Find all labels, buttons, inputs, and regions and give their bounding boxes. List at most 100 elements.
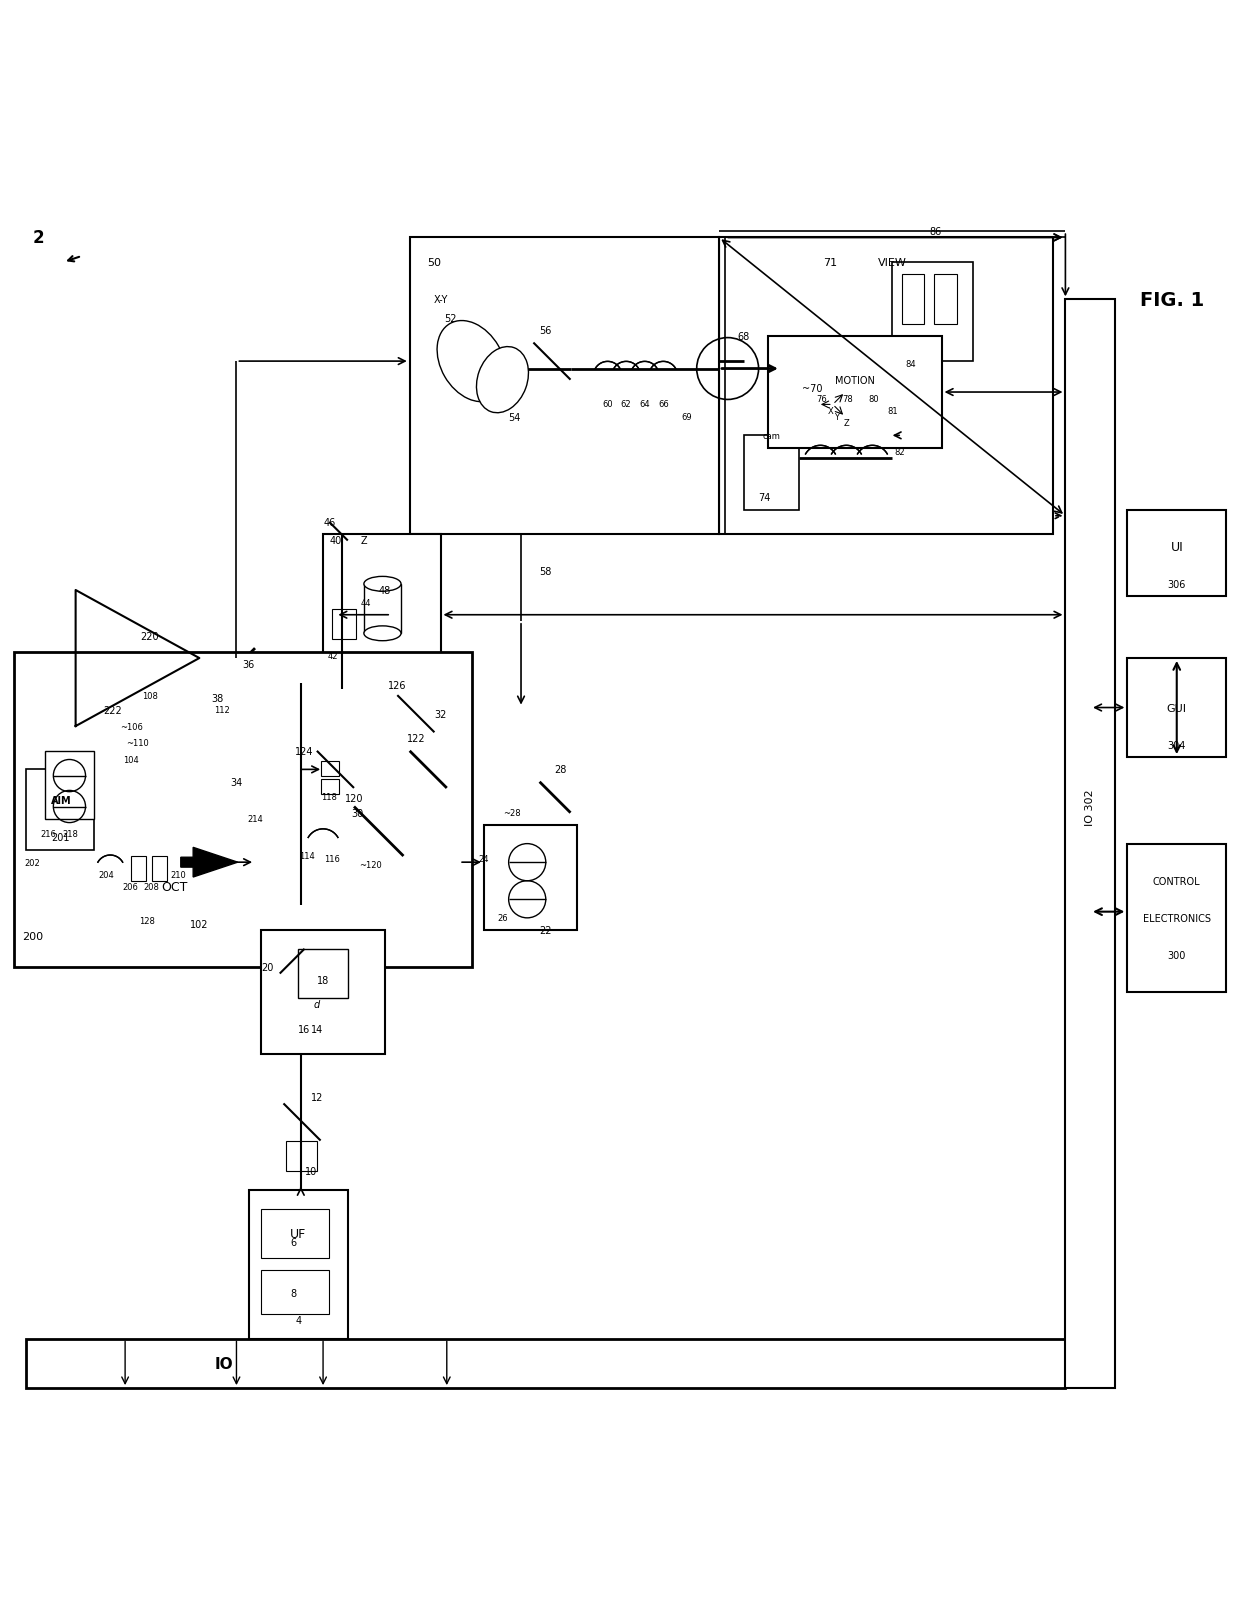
FancyBboxPatch shape bbox=[332, 608, 356, 641]
Text: 69: 69 bbox=[682, 413, 692, 421]
Text: MOTION: MOTION bbox=[835, 376, 875, 386]
Text: 18: 18 bbox=[317, 975, 329, 985]
Text: 201: 201 bbox=[52, 833, 69, 843]
Text: 222: 222 bbox=[103, 705, 122, 715]
FancyBboxPatch shape bbox=[321, 780, 340, 794]
FancyBboxPatch shape bbox=[131, 857, 146, 881]
Text: 120: 120 bbox=[345, 794, 363, 804]
Text: Z: Z bbox=[843, 420, 849, 428]
FancyBboxPatch shape bbox=[14, 652, 471, 968]
FancyBboxPatch shape bbox=[1065, 300, 1115, 1388]
Text: cam: cam bbox=[763, 431, 780, 441]
Text: 34: 34 bbox=[231, 778, 243, 788]
Text: 216: 216 bbox=[41, 830, 56, 839]
Text: 52: 52 bbox=[444, 313, 456, 323]
Text: OCT: OCT bbox=[161, 881, 187, 894]
Text: VIEW: VIEW bbox=[878, 258, 906, 268]
Text: 102: 102 bbox=[190, 920, 208, 930]
Text: 124: 124 bbox=[295, 746, 314, 757]
Text: 212: 212 bbox=[197, 859, 213, 867]
Text: ~106: ~106 bbox=[120, 721, 143, 731]
Text: 36: 36 bbox=[243, 660, 255, 670]
FancyBboxPatch shape bbox=[262, 931, 384, 1054]
Text: 20: 20 bbox=[262, 962, 274, 973]
Text: FIG. 1: FIG. 1 bbox=[1140, 291, 1204, 310]
Text: 204: 204 bbox=[99, 870, 114, 880]
Text: 58: 58 bbox=[539, 567, 552, 578]
Text: 4: 4 bbox=[295, 1315, 301, 1325]
FancyBboxPatch shape bbox=[153, 857, 167, 881]
Text: 81: 81 bbox=[887, 407, 898, 416]
Text: 50: 50 bbox=[428, 258, 441, 268]
Text: 118: 118 bbox=[321, 792, 337, 802]
Text: ~70: ~70 bbox=[801, 384, 822, 394]
FancyBboxPatch shape bbox=[1127, 844, 1226, 993]
FancyArrow shape bbox=[181, 847, 238, 878]
FancyBboxPatch shape bbox=[901, 276, 924, 324]
FancyBboxPatch shape bbox=[769, 337, 941, 449]
Text: 48: 48 bbox=[378, 586, 391, 596]
FancyBboxPatch shape bbox=[484, 825, 577, 931]
Text: Y: Y bbox=[835, 413, 839, 421]
Text: 68: 68 bbox=[738, 332, 750, 342]
Text: 14: 14 bbox=[311, 1025, 322, 1035]
Text: 64: 64 bbox=[640, 399, 650, 408]
Text: 10: 10 bbox=[305, 1167, 316, 1177]
Text: 44: 44 bbox=[361, 599, 372, 607]
Text: 86: 86 bbox=[929, 228, 941, 237]
Text: 24: 24 bbox=[479, 854, 489, 863]
FancyBboxPatch shape bbox=[119, 696, 150, 733]
Text: ~28: ~28 bbox=[503, 809, 521, 818]
Text: UI: UI bbox=[1171, 541, 1183, 554]
Text: 82: 82 bbox=[894, 447, 905, 457]
Text: 40: 40 bbox=[330, 536, 341, 546]
FancyBboxPatch shape bbox=[100, 659, 299, 955]
Text: X: X bbox=[827, 407, 833, 416]
Text: 6: 6 bbox=[290, 1238, 296, 1248]
Text: 26: 26 bbox=[497, 914, 507, 923]
Text: 12: 12 bbox=[311, 1093, 324, 1102]
Text: IO: IO bbox=[215, 1356, 233, 1370]
Text: 208: 208 bbox=[143, 883, 159, 893]
Text: 16: 16 bbox=[299, 1025, 311, 1035]
Text: 78: 78 bbox=[842, 394, 853, 404]
Ellipse shape bbox=[436, 321, 506, 402]
FancyBboxPatch shape bbox=[893, 263, 972, 362]
FancyBboxPatch shape bbox=[299, 949, 347, 999]
FancyBboxPatch shape bbox=[719, 239, 1053, 534]
Text: 84: 84 bbox=[905, 360, 916, 370]
FancyBboxPatch shape bbox=[113, 905, 181, 943]
Text: 71: 71 bbox=[823, 258, 837, 268]
Text: 28: 28 bbox=[554, 765, 567, 775]
FancyBboxPatch shape bbox=[206, 715, 237, 752]
Text: 2: 2 bbox=[32, 229, 45, 247]
FancyBboxPatch shape bbox=[262, 1270, 330, 1314]
Text: 126: 126 bbox=[388, 681, 407, 691]
Text: GUI: GUI bbox=[1167, 704, 1187, 713]
FancyBboxPatch shape bbox=[1127, 510, 1226, 597]
Ellipse shape bbox=[476, 347, 528, 413]
Text: 42: 42 bbox=[327, 652, 339, 660]
Ellipse shape bbox=[363, 578, 401, 592]
Text: 8: 8 bbox=[290, 1288, 296, 1298]
FancyBboxPatch shape bbox=[934, 276, 956, 324]
Text: 202: 202 bbox=[25, 859, 40, 867]
Text: 304: 304 bbox=[1168, 741, 1185, 751]
Text: 300: 300 bbox=[1168, 951, 1185, 960]
Text: 116: 116 bbox=[324, 854, 340, 863]
Text: 214: 214 bbox=[247, 815, 263, 823]
Text: 54: 54 bbox=[508, 413, 521, 423]
Text: AIM: AIM bbox=[51, 796, 71, 805]
Text: 38: 38 bbox=[212, 692, 224, 704]
FancyBboxPatch shape bbox=[409, 239, 719, 534]
Text: 128: 128 bbox=[139, 917, 155, 925]
FancyBboxPatch shape bbox=[45, 752, 94, 820]
FancyBboxPatch shape bbox=[262, 1209, 330, 1259]
Text: 74: 74 bbox=[759, 492, 771, 504]
FancyBboxPatch shape bbox=[1127, 659, 1226, 757]
Text: 206: 206 bbox=[122, 883, 138, 893]
Text: 122: 122 bbox=[407, 734, 425, 744]
Text: ELECTRONICS: ELECTRONICS bbox=[1143, 914, 1210, 923]
Ellipse shape bbox=[363, 626, 401, 641]
Text: 218: 218 bbox=[63, 830, 78, 839]
